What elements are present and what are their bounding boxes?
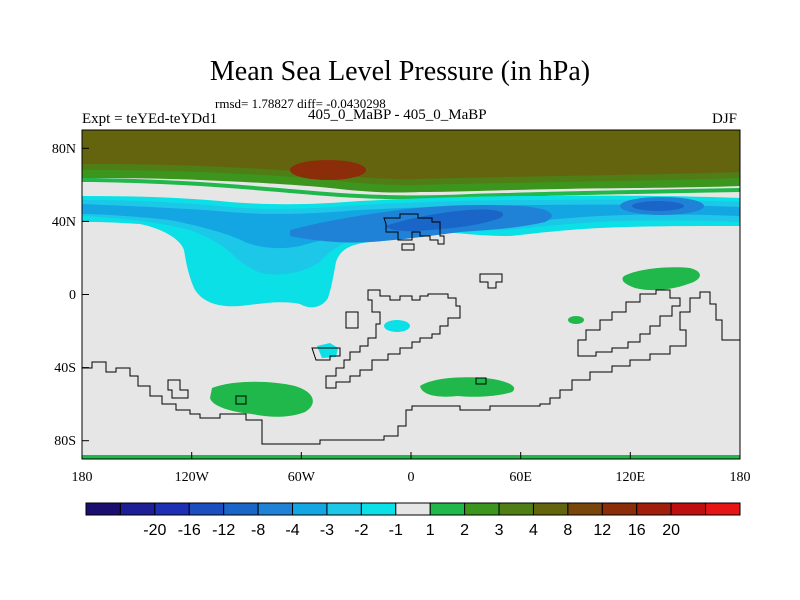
region-negative-blob-a xyxy=(384,320,410,332)
y-tick-label: 40S xyxy=(54,361,76,376)
colorbar-label: -2 xyxy=(354,522,368,539)
region-positive-north-max xyxy=(290,160,366,180)
colorbar-box xyxy=(292,502,328,516)
colorbar-box xyxy=(154,502,190,516)
coastline-land-peninsula xyxy=(311,347,341,361)
colorbar-label: 3 xyxy=(495,522,504,539)
region-positive-east-b xyxy=(568,316,584,324)
experiment-label: Expt = teYEd-teYDd1 xyxy=(82,111,218,127)
region-negative-5-east xyxy=(632,201,684,211)
region-positive-fringe xyxy=(82,178,740,200)
colorbar-box xyxy=(223,502,259,516)
colorbar-label: 12 xyxy=(593,522,611,539)
y-tick-label: 80S xyxy=(54,434,76,449)
colorbar-label: -20 xyxy=(143,522,166,539)
coastline-land-islet-c xyxy=(235,395,247,405)
coastline-land-islet xyxy=(401,243,415,251)
y-tick-label: 0 xyxy=(69,288,76,303)
map-field xyxy=(82,130,740,459)
axis-ticks xyxy=(81,147,741,459)
colorbar-label: 20 xyxy=(662,522,680,539)
colorbar-box xyxy=(395,502,431,516)
x-tick-label: 120W xyxy=(175,470,210,485)
coastline-antarctic xyxy=(82,291,740,445)
region-positive-north-inner xyxy=(82,130,740,180)
colorbar-box xyxy=(532,502,569,516)
colorbar-box xyxy=(567,502,603,516)
x-tick-label: 180 xyxy=(72,470,93,485)
colorbar-label: 4 xyxy=(529,522,538,539)
region-positive-south-a xyxy=(210,381,313,417)
x-tick-label: 60E xyxy=(509,470,532,485)
colorbar-label: 16 xyxy=(628,522,646,539)
colorbar-box xyxy=(636,502,672,516)
y-tick-label: 40N xyxy=(52,215,76,230)
chart-title: Mean Sea Level Pressure (in hPa) xyxy=(209,56,591,87)
coastline-land-islet-b xyxy=(167,379,189,399)
colorbar-box xyxy=(498,502,534,516)
x-tick-label: 0 xyxy=(408,470,415,485)
colorbar-label: -3 xyxy=(320,522,334,539)
colorbar-box xyxy=(119,502,156,516)
colorbar-box xyxy=(464,502,500,516)
colorbar-label: 8 xyxy=(563,522,572,539)
coastline-land-islet-d xyxy=(475,377,487,385)
coastline-land-patch xyxy=(479,273,503,289)
colorbar: -20 -16 -12 -8 -4 -3 -2 -1 1 2 3 4 8 12 16 20 xyxy=(85,502,741,539)
x-tick-label: 120E xyxy=(616,470,646,485)
run-comparison-label: 405_0_MaBP - 405_0_MaBP xyxy=(308,107,487,123)
season-label: DJF xyxy=(712,111,738,127)
colorbar-box xyxy=(601,502,638,516)
colorbar-box xyxy=(670,502,707,516)
colorbar-label: 1 xyxy=(426,522,435,539)
colorbar-box xyxy=(85,502,121,516)
coastline-outlines xyxy=(82,213,740,445)
colorbar-label: -4 xyxy=(285,522,299,539)
colorbar-label: -1 xyxy=(389,522,403,539)
colorbar-box xyxy=(188,502,225,516)
colorbar-box xyxy=(429,502,466,516)
region-positive-east-a xyxy=(622,267,700,291)
coastline-land-west xyxy=(325,289,461,389)
x-tick-label: 60W xyxy=(288,470,316,485)
y-tick-label: 80N xyxy=(52,142,76,157)
colorbar-label: -8 xyxy=(251,522,265,539)
colorbar-label: 2 xyxy=(460,522,469,539)
colorbar-box xyxy=(257,502,294,516)
x-tick-label: 180 xyxy=(730,470,751,485)
region-positive-south-b xyxy=(420,377,515,397)
colorbar-box xyxy=(326,502,362,516)
colorbar-label: -12 xyxy=(212,522,235,539)
region-negative-5 xyxy=(385,209,504,232)
colorbar-box xyxy=(360,502,397,516)
chart-subtitle: rmsd= 1.78827 diff= -0.0430298 xyxy=(215,96,386,111)
colorbar-label: -16 xyxy=(178,522,201,539)
coastline-land-small xyxy=(345,311,359,329)
region-negative-blob-b xyxy=(317,343,338,358)
coastline-land-north xyxy=(383,213,445,245)
colorbar-box xyxy=(705,502,741,516)
coastline-land-east xyxy=(577,289,681,357)
